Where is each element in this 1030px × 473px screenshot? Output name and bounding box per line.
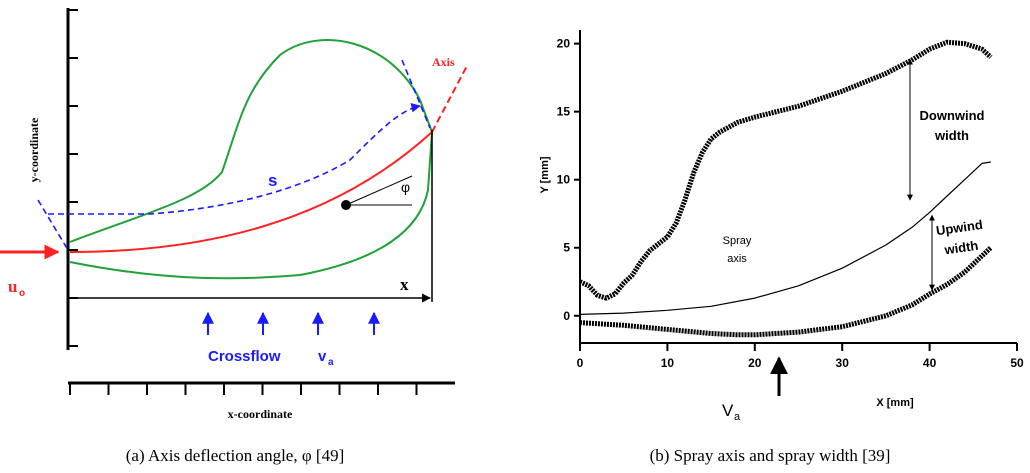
annotation: width — [934, 128, 969, 143]
y-axis-label: Y [mm] — [539, 156, 551, 193]
annotation: axis — [727, 253, 747, 265]
annotation: width — [943, 238, 980, 258]
annotation: V — [722, 401, 734, 420]
data-line — [579, 161, 991, 315]
y-tick-label: 15 — [557, 105, 571, 119]
x-tick-label: 20 — [748, 356, 762, 370]
x-label: x — [400, 275, 409, 294]
x-tick-label: 40 — [923, 356, 937, 370]
y-tick-label: 5 — [563, 241, 570, 255]
y-tick-label: 10 — [557, 173, 571, 187]
x-tick-label: 0 — [577, 356, 584, 370]
u-sub: o — [19, 288, 25, 299]
y-tick-label: 0 — [563, 309, 570, 323]
spray-axis-curve — [69, 131, 433, 253]
u-label: u — [8, 277, 17, 296]
tangent — [345, 175, 413, 206]
annotation: Downwind — [920, 108, 985, 123]
caption: (b) Spray axis and spray width [39] — [650, 446, 891, 465]
axis-label: Axis — [432, 55, 455, 69]
diagram: Axis y-coordinate x-coordinate s φ x u o… — [0, 8, 469, 421]
x-axis-label: x-coordinate — [228, 407, 293, 421]
x-tick-label: 30 — [836, 356, 850, 370]
s-path — [37, 106, 420, 251]
x-tick-label: 50 — [1010, 356, 1024, 370]
data-line — [579, 245, 993, 338]
x-tick-label: 10 — [661, 356, 675, 370]
x-axis-label: X [mm] — [876, 397, 914, 409]
annotation: Spray — [723, 235, 752, 247]
annotation: Upwind — [935, 217, 984, 238]
axis-extension — [431, 63, 469, 133]
y-tick-label: 20 — [557, 37, 571, 51]
spray-boundary — [69, 39, 434, 280]
point — [341, 200, 351, 210]
tangent-line — [401, 59, 431, 129]
caption: (a) Axis deflection angle, φ [49] — [126, 446, 344, 465]
phi-label: φ — [401, 179, 410, 195]
s-label: s — [268, 171, 277, 190]
data-line — [578, 39, 993, 301]
y-axis-label: y-coordinate — [27, 117, 41, 182]
v-sub: a — [328, 357, 334, 368]
crossflow-label: Crossflow — [208, 348, 281, 365]
crossflow-arrows — [202, 311, 380, 335]
annotation: a — [734, 411, 741, 423]
v-label: v — [318, 348, 327, 365]
